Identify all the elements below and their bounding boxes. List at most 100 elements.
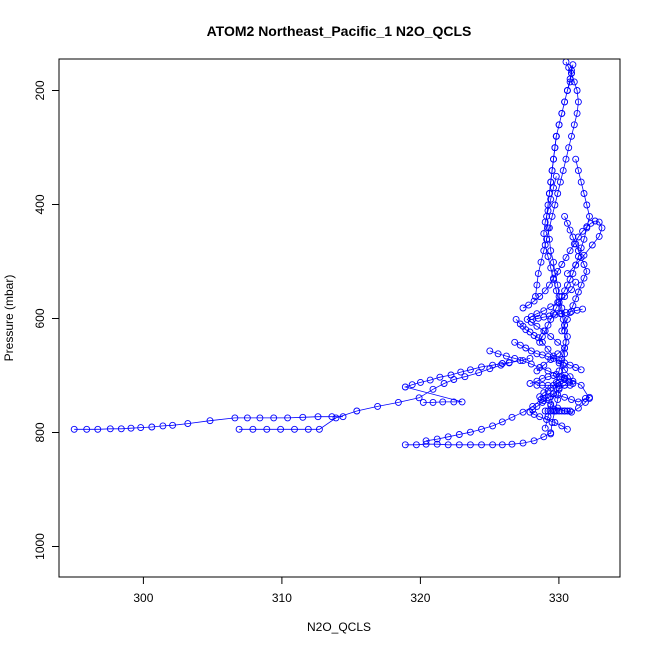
data-point (519, 357, 527, 365)
data-point (569, 377, 577, 385)
data-point (547, 178, 555, 186)
data-point (572, 240, 580, 248)
data-point (555, 121, 563, 129)
data-point (565, 144, 573, 152)
data-point (466, 441, 474, 449)
data-point (547, 430, 555, 438)
data-point (544, 207, 552, 215)
data-point (184, 420, 192, 428)
data-point (519, 304, 527, 312)
data-point (541, 287, 549, 295)
data-point (516, 320, 524, 328)
data-point (526, 380, 534, 387)
data-point (580, 190, 588, 197)
data-point (583, 224, 591, 232)
data-point (478, 363, 485, 371)
data-point (117, 425, 125, 433)
data-point (466, 366, 474, 374)
data-point (526, 408, 534, 416)
data-point (525, 301, 533, 309)
data-point (574, 404, 582, 412)
data-point (417, 378, 424, 386)
data-point (550, 155, 557, 163)
plot-area (70, 58, 606, 449)
data-point (534, 334, 542, 342)
data-point (412, 441, 420, 449)
data-point (568, 396, 575, 404)
series-line (539, 379, 591, 413)
data-point (577, 366, 585, 374)
data-point (573, 109, 581, 117)
data-point (328, 413, 336, 421)
data-point (580, 235, 588, 243)
data-point (552, 132, 560, 140)
data-point (552, 304, 560, 312)
data-point (439, 398, 447, 406)
data-point (541, 424, 549, 432)
data-point (554, 380, 562, 387)
data-point (401, 441, 409, 449)
data-point (573, 87, 581, 94)
data-point (502, 352, 510, 360)
data-point (533, 377, 541, 385)
data-point (540, 389, 548, 397)
data-point (544, 381, 552, 389)
data-point (530, 297, 538, 305)
data-point (581, 398, 589, 406)
data-point (489, 441, 497, 449)
data-point (519, 408, 527, 416)
data-point (577, 254, 585, 262)
data-point (433, 435, 441, 443)
data-point (455, 431, 463, 438)
data-point (561, 374, 569, 382)
data-point (581, 394, 589, 402)
data-point (422, 437, 430, 445)
data-point (545, 235, 553, 243)
data-point (583, 201, 591, 209)
data-point (554, 350, 562, 358)
data-point (545, 281, 553, 289)
data-point (569, 233, 577, 241)
data-point (595, 218, 603, 226)
data-point (394, 398, 402, 406)
data-point (595, 232, 603, 240)
data-point (570, 121, 578, 129)
data-point (552, 172, 560, 180)
data-point (561, 393, 569, 401)
data-point (249, 425, 257, 433)
data-point (552, 407, 560, 415)
data-point (568, 408, 575, 416)
data-point (577, 178, 585, 186)
data-point (563, 333, 571, 341)
y-axis-label: Pressure (mbar) (2, 275, 16, 362)
data-point (580, 274, 588, 282)
data-point (461, 373, 469, 381)
data-point (544, 407, 552, 415)
data-point (497, 361, 505, 369)
data-point (489, 422, 497, 430)
data-point (586, 394, 593, 402)
data-point (538, 338, 546, 346)
data-point (512, 315, 520, 323)
data-point (541, 241, 549, 249)
x-tick-label: 330 (549, 591, 569, 605)
series-line (239, 358, 531, 430)
data-point (550, 310, 557, 318)
data-point (550, 352, 557, 360)
data-point (563, 87, 571, 94)
data-point (568, 286, 575, 294)
data-point (555, 381, 563, 389)
data-point (530, 410, 538, 418)
data-point (455, 441, 463, 449)
data-point (568, 132, 575, 140)
data-point (533, 310, 541, 318)
data-point (544, 321, 552, 329)
data-point (566, 275, 574, 283)
data-point (574, 167, 582, 175)
data-point (572, 155, 580, 163)
data-point (511, 338, 519, 346)
data-point (555, 359, 563, 367)
data-point (552, 370, 560, 378)
data-point (422, 440, 430, 448)
